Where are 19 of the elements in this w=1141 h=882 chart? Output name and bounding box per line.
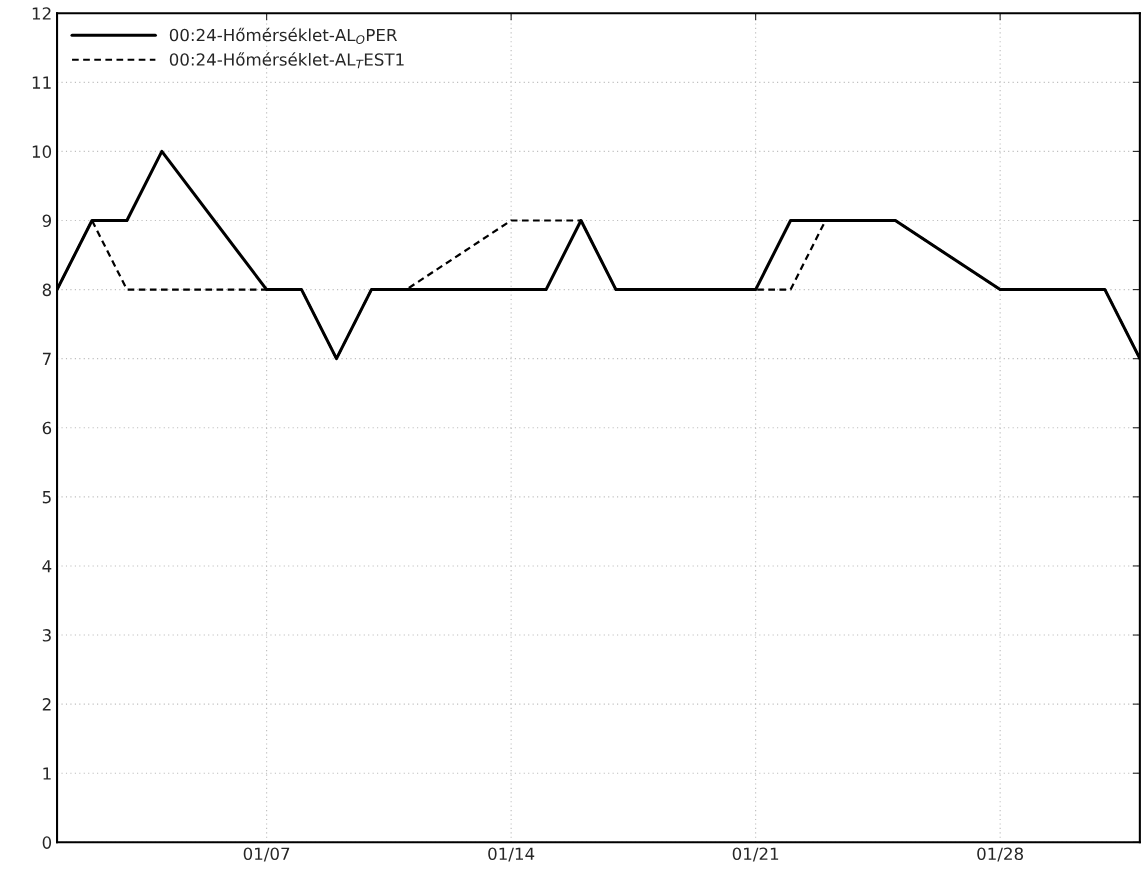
x-tick-label: 01/07 bbox=[243, 847, 290, 862]
y-tick-label: 6 bbox=[42, 421, 52, 435]
legend-label: 00:24-Hőmérséklet-AL$_{T}$EST1 bbox=[169, 52, 404, 69]
x-tick-label: 01/14 bbox=[488, 847, 535, 862]
legend-label: 00:24-Hőmérséklet-AL$_{O}$PER bbox=[169, 27, 398, 44]
y-tick-label: 8 bbox=[42, 283, 52, 297]
y-tick-label: 3 bbox=[42, 629, 51, 642]
y-tick-label: 7 bbox=[42, 352, 51, 366]
y-tick-label: 11 bbox=[32, 76, 51, 89]
y-tick-label: 9 bbox=[42, 214, 52, 228]
y-tick-label: 2 bbox=[42, 698, 51, 711]
y-tick-label: 4 bbox=[42, 560, 52, 573]
y-tick-label: 5 bbox=[42, 491, 51, 504]
y-tick-label: 10 bbox=[32, 145, 52, 158]
y-tick-label: 0 bbox=[42, 836, 52, 849]
x-tick-label: 01/21 bbox=[732, 847, 779, 862]
y-tick-label: 1 bbox=[43, 767, 51, 780]
x-tick-label: 01/28 bbox=[977, 847, 1024, 862]
y-tick-label: 12 bbox=[32, 7, 51, 20]
